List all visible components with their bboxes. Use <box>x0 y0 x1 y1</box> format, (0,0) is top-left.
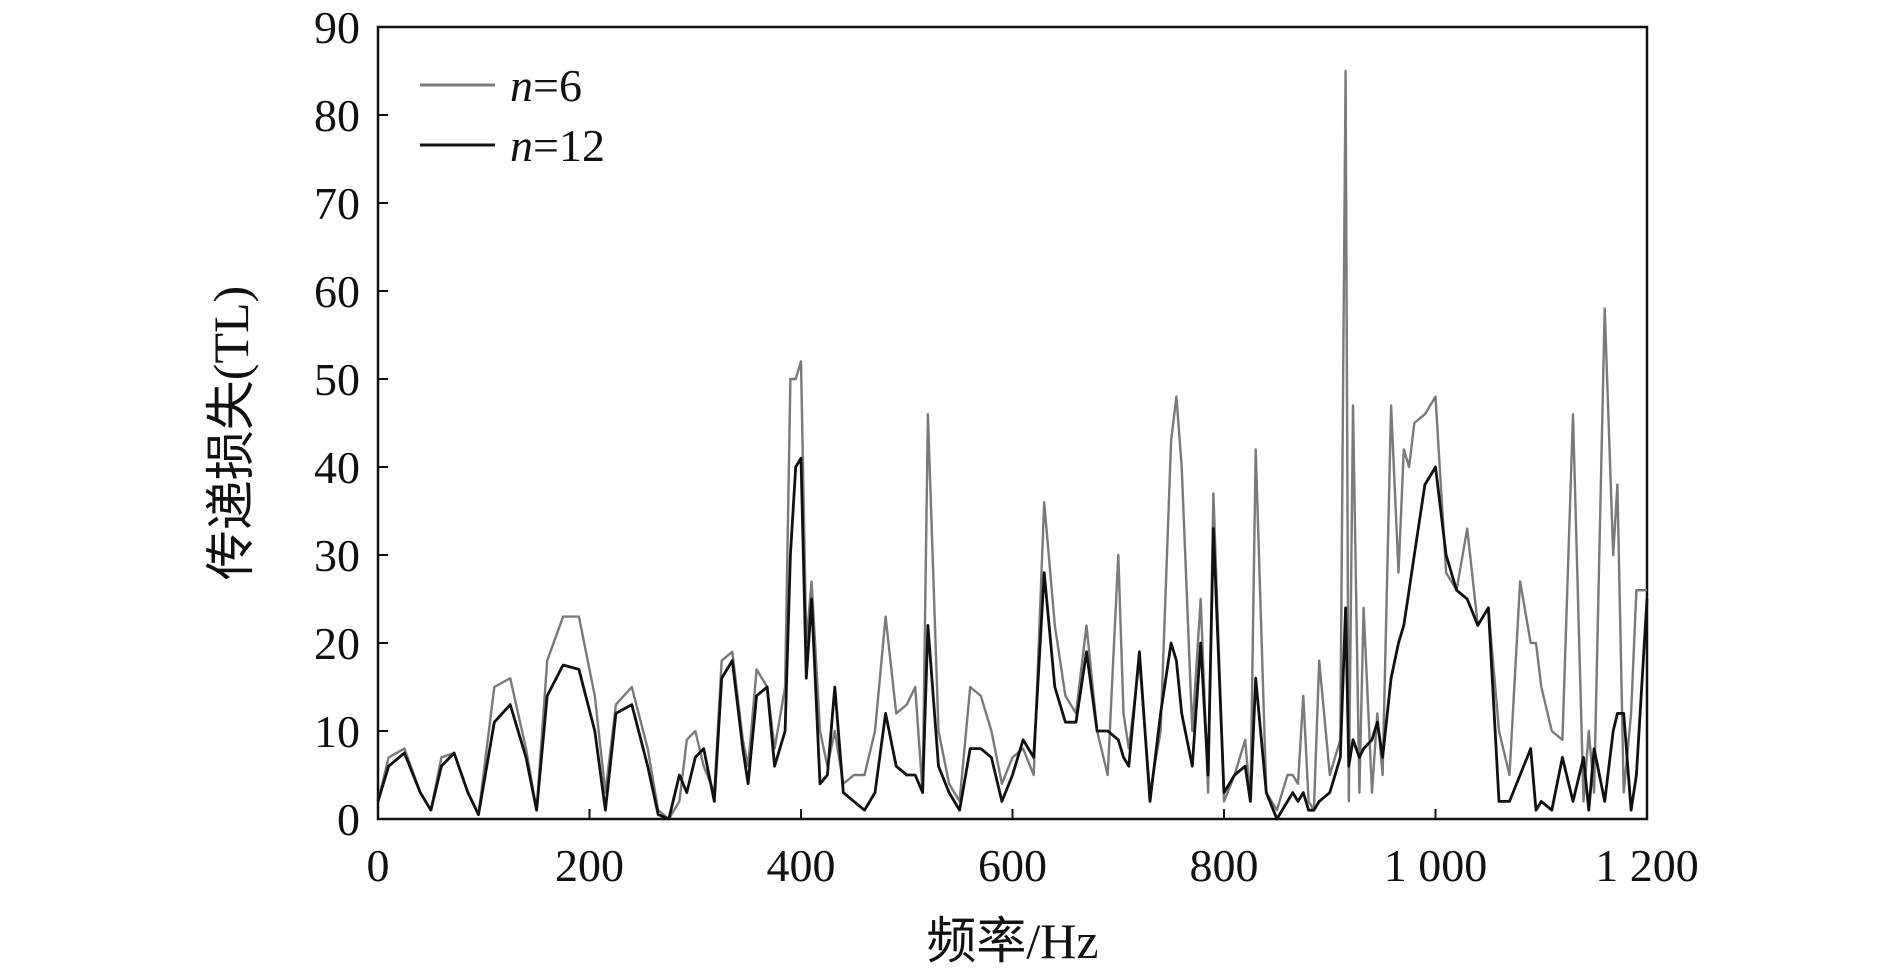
y-tick-label: 60 <box>314 266 360 317</box>
x-tick-label: 200 <box>555 840 624 891</box>
x-tick-label: 1 200 <box>1595 840 1699 891</box>
y-tick-label: 50 <box>314 354 360 405</box>
x-tick-label: 0 <box>367 840 390 891</box>
y-tick-label: 70 <box>314 178 360 229</box>
y-tick-label: 30 <box>314 530 360 581</box>
y-tick-label: 80 <box>314 90 360 141</box>
x-tick-label: 400 <box>767 840 836 891</box>
legend-label-variable: n <box>510 60 533 111</box>
x-tick-label: 600 <box>978 840 1047 891</box>
legend-label-variable: n <box>510 120 533 171</box>
y-axis-title: 传递损失(TL) <box>203 286 259 580</box>
x-tick-label: 1 000 <box>1384 840 1488 891</box>
legend-label: n=12 <box>510 120 605 171</box>
series-line-n-12 <box>376 456 1649 821</box>
series-layer <box>376 69 1649 821</box>
legend-label-value: =12 <box>533 120 605 171</box>
legend-label: n=6 <box>510 60 582 111</box>
series-line-n-6 <box>376 69 1647 821</box>
y-tick-label: 90 <box>314 2 360 53</box>
x-tick-label: 800 <box>1190 840 1259 891</box>
y-axis: 0 10 20 30 40 50 60 70 80 90 <box>314 2 388 845</box>
x-axis: 0 200 400 600 800 1 000 1 200 <box>367 809 1699 891</box>
x-axis-title: 频率/Hz <box>926 913 1098 969</box>
y-tick-label: 10 <box>314 706 360 757</box>
y-tick-label: 0 <box>337 794 360 845</box>
legend: n=6n=12 <box>420 60 605 171</box>
y-tick-label: 20 <box>314 618 360 669</box>
legend-label-value: =6 <box>533 60 582 111</box>
y-tick-label: 40 <box>314 442 360 493</box>
